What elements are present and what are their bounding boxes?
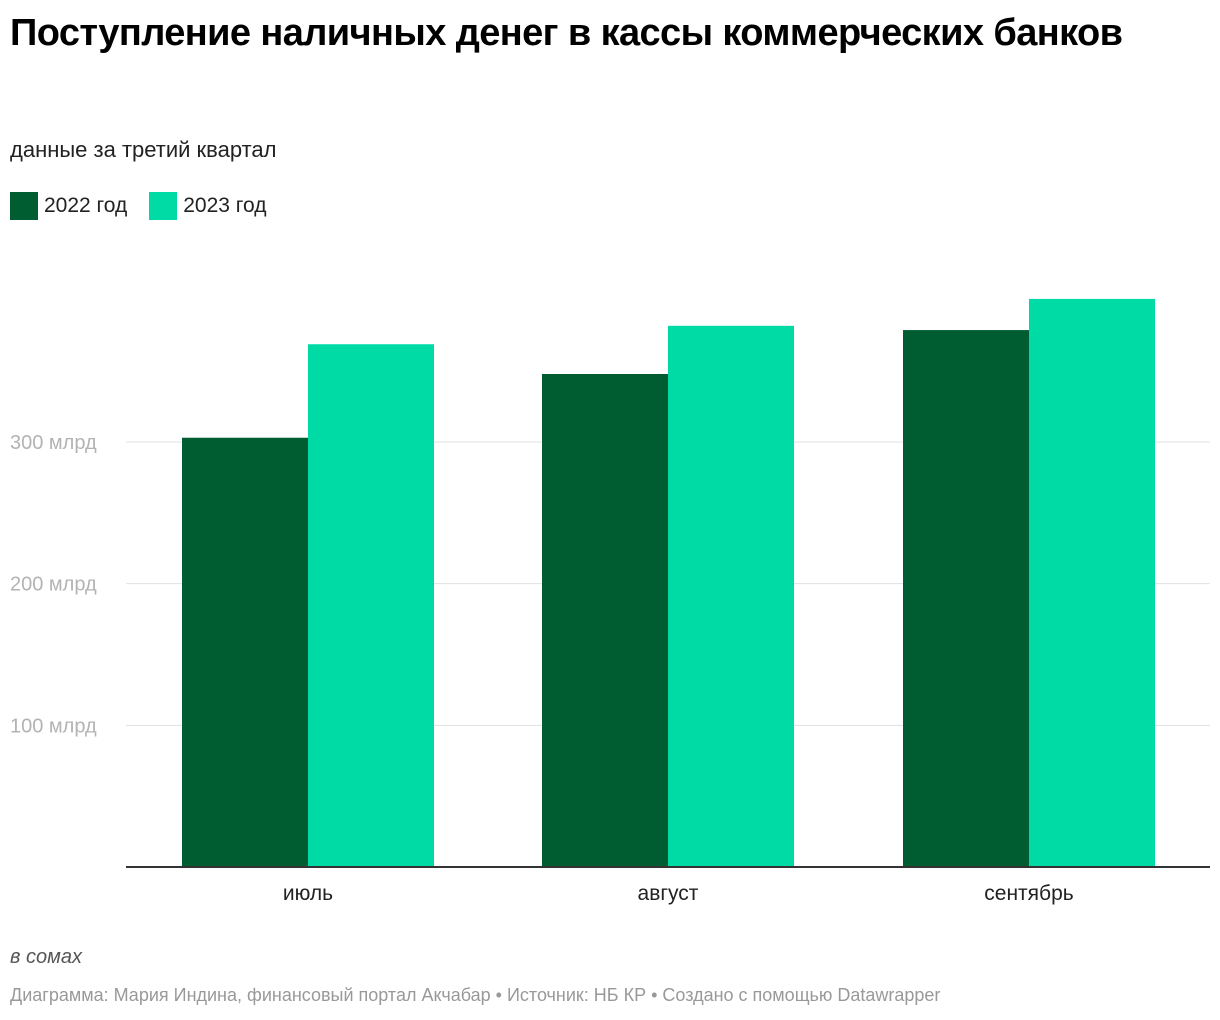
y-tick-label-200: 200 млрд bbox=[10, 574, 97, 596]
bar-июль-2023-год bbox=[308, 344, 434, 868]
x-tick-label-0: июль bbox=[283, 882, 333, 905]
y-tick-label-300: 300 млрд bbox=[10, 432, 97, 454]
chart-title: Поступление наличных денег в кассы комме… bbox=[10, 12, 1123, 54]
bar-июль-2022-год bbox=[182, 437, 308, 867]
legend-swatch-2022 bbox=[10, 192, 38, 220]
bar-сентябрь-2022-год bbox=[903, 330, 1029, 868]
y-tick-label-100: 100 млрд bbox=[10, 715, 97, 737]
bar-август-2022-год bbox=[542, 373, 668, 867]
legend-label-2023: 2023 год bbox=[183, 194, 267, 217]
x-tick-label-2: сентябрь bbox=[984, 882, 1073, 905]
bar-сентябрь-2023-год bbox=[1029, 298, 1155, 867]
legend-item-2022: 2022 год bbox=[10, 192, 127, 220]
x-tick-label-1: август bbox=[638, 882, 699, 905]
chart-subtitle: данные за третий квартал bbox=[10, 137, 277, 162]
legend-label-2022: 2022 год bbox=[44, 194, 128, 217]
bar-август-2023-год bbox=[668, 325, 794, 868]
chart-credits: Диаграмма: Мария Индина, финансовый порт… bbox=[10, 985, 941, 1005]
legend-swatch-2023 bbox=[149, 192, 178, 220]
chart-legend: 2022 год 2023 год bbox=[10, 191, 288, 221]
legend-item-2023: 2023 год bbox=[149, 192, 266, 220]
unit-note: в сомах bbox=[10, 946, 82, 968]
bar-chart: 100 млрд 200 млрд 300 млрд июль август сентяб… bbox=[10, 298, 1210, 905]
